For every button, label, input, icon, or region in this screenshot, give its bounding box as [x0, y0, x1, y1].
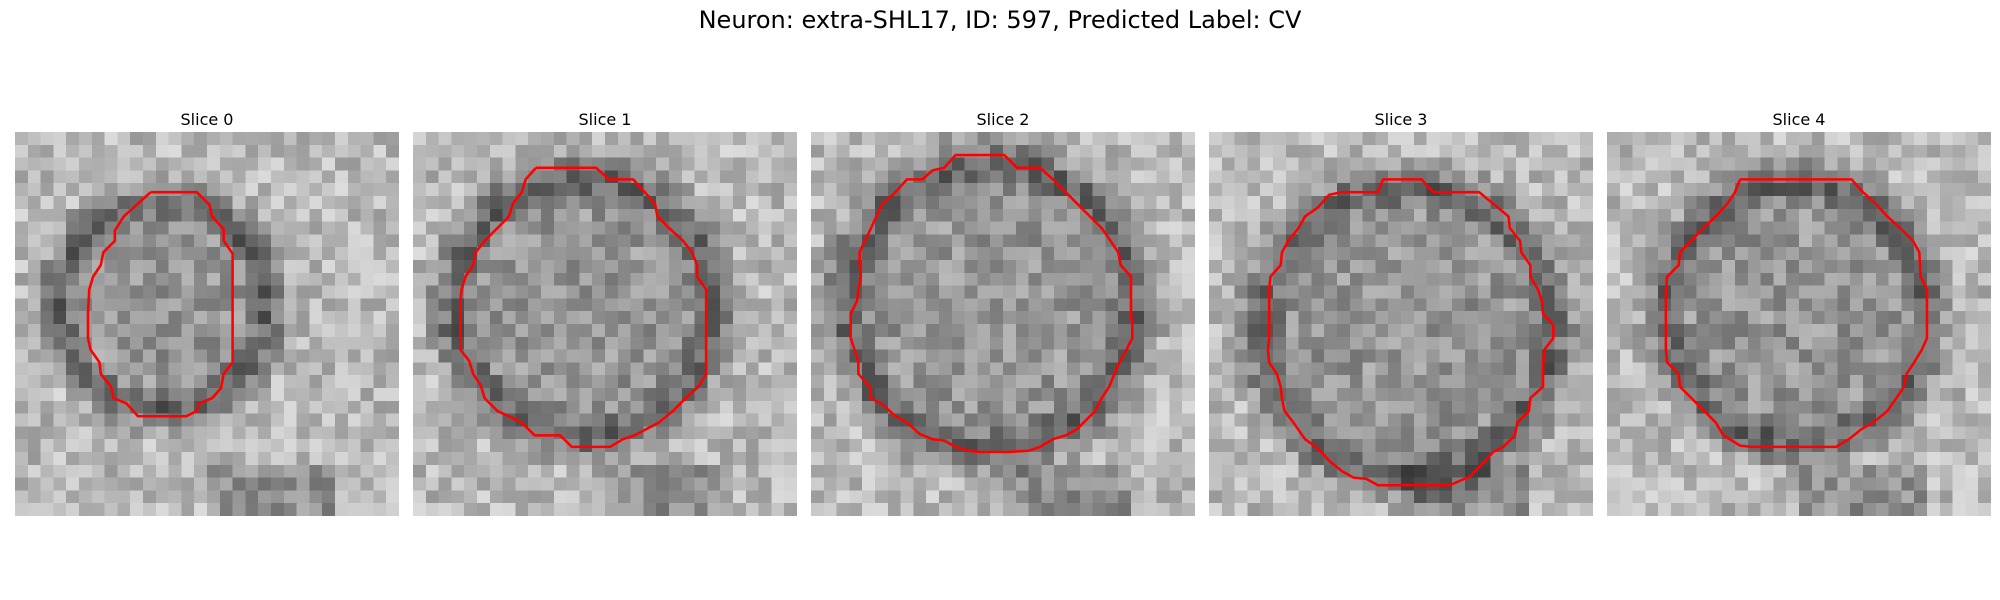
slice-image-0 [15, 132, 399, 516]
slice-image-4 [1607, 132, 1991, 516]
slice-title-4: Slice 4 [1772, 110, 1826, 129]
slice-title-2: Slice 2 [976, 110, 1030, 129]
roi-contour-0 [86, 190, 234, 418]
roi-contour-1 [459, 166, 708, 449]
slice-image-1 [413, 132, 797, 516]
slice-image-3 [1209, 132, 1593, 516]
slice-panel-4: Slice 4 [1607, 108, 1991, 516]
microscopy-patch-3 [1209, 132, 1593, 516]
roi-contour-3 [1266, 178, 1555, 487]
slice-title-0: Slice 0 [180, 110, 234, 129]
roi-contour-2 [849, 153, 1134, 454]
figure-title: Neuron: extra-SHL17, ID: 597, Predicted … [698, 6, 1302, 34]
slice-title-1: Slice 1 [578, 110, 632, 129]
slice-panel-0: Slice 0 [15, 108, 399, 516]
slice-panel-1: Slice 1 [413, 108, 797, 516]
microscopy-patch-0 [15, 132, 399, 516]
slice-title-3: Slice 3 [1374, 110, 1428, 129]
slice-panel-3: Slice 3 [1209, 108, 1593, 516]
slice-image-2 [811, 132, 1195, 516]
roi-contour-4 [1664, 178, 1929, 449]
microscopy-patch-1 [413, 132, 797, 516]
slice-panel-2: Slice 2 [811, 108, 1195, 516]
